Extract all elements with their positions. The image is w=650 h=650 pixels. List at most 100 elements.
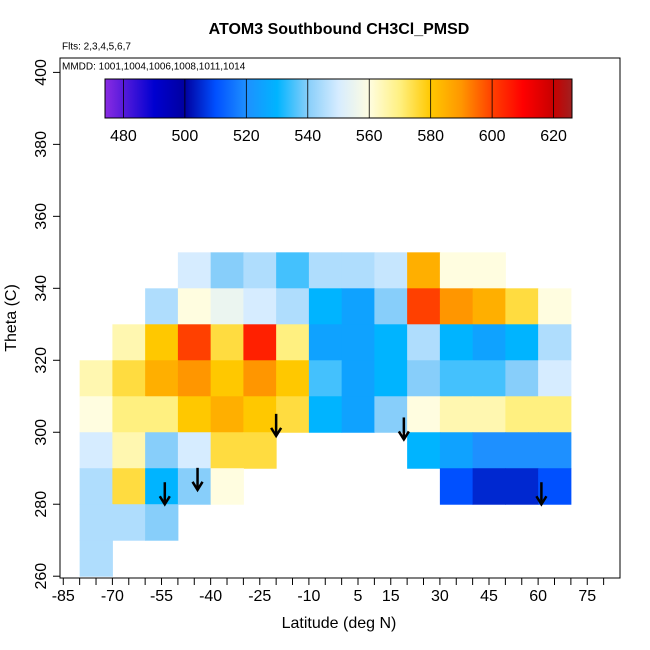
x-axis-label: Latitude (deg N) bbox=[282, 615, 397, 632]
heat-cell bbox=[308, 252, 343, 289]
heat-cell bbox=[276, 360, 310, 397]
heat-cell bbox=[472, 324, 506, 361]
y-tick-label: 380 bbox=[33, 131, 50, 158]
y-axis-label: Theta (C) bbox=[3, 284, 20, 352]
subtitle: Flts: 2,3,4,5,6,7 bbox=[62, 42, 131, 53]
x-tick-label: 60 bbox=[529, 588, 547, 605]
heat-cell bbox=[374, 360, 408, 397]
heat-cell bbox=[538, 432, 572, 469]
x-tick-label: 75 bbox=[578, 588, 596, 605]
heat-cell bbox=[112, 468, 146, 505]
heat-cell bbox=[341, 360, 375, 397]
heat-cell bbox=[407, 252, 441, 289]
heat-cell bbox=[308, 396, 343, 433]
heat-cell bbox=[210, 396, 244, 433]
heat-cell bbox=[341, 396, 375, 433]
heat-cell bbox=[210, 324, 244, 361]
heat-cell bbox=[374, 324, 408, 361]
colorbar-tick-label: 580 bbox=[417, 128, 444, 145]
heat-cell bbox=[374, 396, 408, 433]
heat-cell bbox=[308, 360, 343, 397]
heat-cell bbox=[308, 324, 343, 361]
heat-cell bbox=[177, 396, 212, 433]
heat-cell bbox=[472, 252, 506, 289]
colorbar-tick-label: 620 bbox=[540, 128, 567, 145]
arrow-head bbox=[191, 481, 204, 493]
arrow-head bbox=[270, 427, 283, 439]
colorbar-tick-label: 520 bbox=[233, 128, 260, 145]
heat-cell bbox=[341, 324, 375, 361]
heat-cell bbox=[505, 288, 539, 325]
x-tick-label: -25 bbox=[248, 588, 271, 605]
heat-cell bbox=[112, 324, 146, 361]
heat-cell bbox=[472, 288, 506, 325]
y-tick-label: 260 bbox=[33, 563, 50, 590]
heat-cell bbox=[341, 288, 375, 325]
y-tick-label: 340 bbox=[33, 275, 50, 302]
arrow-head bbox=[158, 495, 171, 507]
heat-cell bbox=[79, 396, 113, 433]
heat-cell bbox=[439, 360, 474, 397]
arrow bbox=[191, 467, 204, 493]
heat-cell bbox=[79, 360, 113, 397]
heat-cell bbox=[112, 396, 146, 433]
heat-cell bbox=[177, 360, 212, 397]
heat-cell bbox=[276, 252, 310, 289]
heat-cell bbox=[177, 324, 212, 361]
heat-cell bbox=[538, 324, 572, 361]
x-tick-label: -55 bbox=[150, 588, 173, 605]
heat-cell bbox=[243, 252, 277, 289]
y-tick-label: 320 bbox=[33, 347, 50, 374]
heat-cell bbox=[505, 396, 539, 433]
heat-cell bbox=[439, 432, 474, 469]
heat-cell bbox=[145, 504, 179, 541]
heat-cell bbox=[79, 504, 113, 541]
heat-cell bbox=[79, 540, 113, 577]
heat-cell bbox=[112, 432, 146, 469]
y-tick-label: 400 bbox=[33, 59, 50, 86]
y-tick-label: 280 bbox=[33, 491, 50, 518]
chart-title: ATOM3 Southbound CH3Cl_PMSD bbox=[209, 21, 470, 38]
heat-cell bbox=[341, 252, 375, 289]
heat-cell bbox=[439, 396, 474, 433]
heat-cell bbox=[505, 360, 539, 397]
x-tick-label: 15 bbox=[382, 588, 400, 605]
heat-cell bbox=[79, 468, 113, 505]
heat-cell bbox=[439, 252, 474, 289]
heat-cell bbox=[210, 252, 244, 289]
colorbar-tick-label: 600 bbox=[479, 128, 506, 145]
heat-cell bbox=[538, 360, 572, 397]
heat-cell bbox=[407, 396, 441, 433]
heat-cell bbox=[472, 396, 506, 433]
heat-cell bbox=[407, 360, 441, 397]
heat-cell bbox=[177, 288, 212, 325]
heat-cell bbox=[243, 396, 277, 433]
heat-cell bbox=[210, 468, 244, 505]
heat-cell bbox=[276, 288, 310, 325]
x-tick-label: -70 bbox=[101, 588, 124, 605]
arrow-head bbox=[535, 495, 548, 507]
heat-cell bbox=[112, 504, 146, 541]
heat-cell bbox=[276, 324, 310, 361]
heat-cell bbox=[374, 288, 408, 325]
heat-cell bbox=[538, 396, 572, 433]
subtitle: MMDD: 1001,1004,1006,1008,1011,1014 bbox=[62, 62, 246, 73]
heat-cell bbox=[505, 468, 539, 505]
y-tick-label: 300 bbox=[33, 419, 50, 446]
heat-cell bbox=[439, 324, 474, 361]
plot-frame bbox=[59, 57, 621, 579]
heat-cell bbox=[243, 360, 277, 397]
x-tick-label: -40 bbox=[199, 588, 222, 605]
heat-cell bbox=[145, 396, 179, 433]
arrow bbox=[535, 482, 548, 507]
heat-cell bbox=[210, 360, 244, 397]
heat-cell bbox=[407, 324, 441, 361]
colorbar-tick-label: 480 bbox=[110, 128, 137, 145]
overlay: 480 500 520 540 560 580 600 620 bbox=[104, 78, 573, 507]
heat-cell bbox=[505, 432, 539, 469]
heat-cell bbox=[210, 288, 244, 325]
heat-cell bbox=[210, 432, 244, 469]
x-tick-label: -85 bbox=[52, 588, 75, 605]
heat-cell bbox=[243, 432, 277, 469]
